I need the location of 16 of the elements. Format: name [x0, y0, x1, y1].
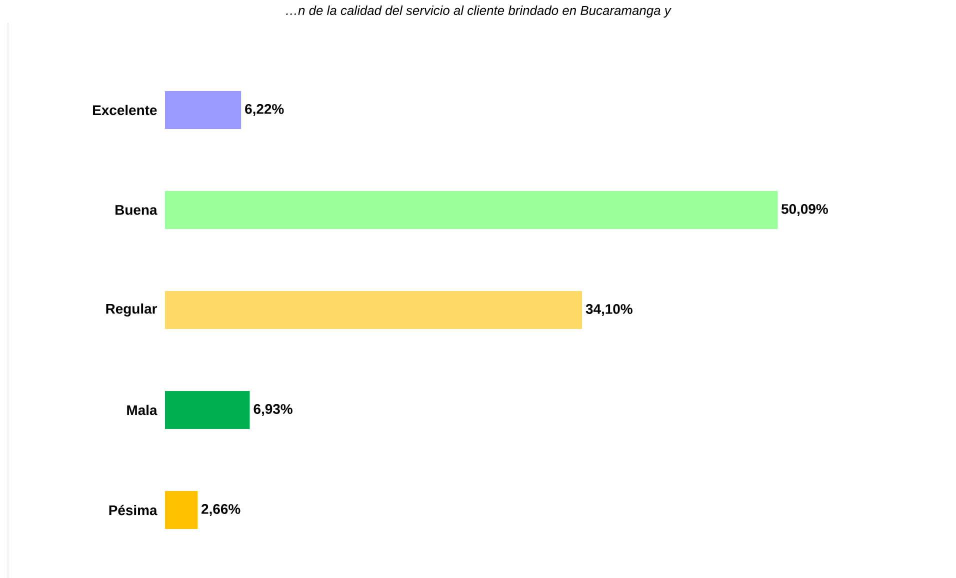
- data-label: 6,93%: [254, 404, 292, 416]
- data-label: 2,66%: [202, 504, 240, 516]
- data-label: 6,22%: [245, 104, 284, 116]
- bar: [165, 291, 582, 330]
- y-tick-label: Regular: [106, 303, 158, 317]
- bar: [165, 91, 242, 130]
- bar: [165, 191, 778, 230]
- data-label: 50,09%: [781, 204, 828, 216]
- y-tick-label: Pésima: [109, 504, 158, 516]
- data-label: 34,10%: [586, 304, 632, 316]
- y-tick-label: Buena: [116, 205, 158, 215]
- y-tick-label: Mala: [127, 404, 158, 416]
- y-tick-label: Excelente: [93, 104, 157, 116]
- bar: [165, 391, 250, 430]
- bar: [165, 491, 198, 530]
- chart-title: …n de la calidad del servicio al cliente brindado en Bucaramanga y: [286, 6, 672, 18]
